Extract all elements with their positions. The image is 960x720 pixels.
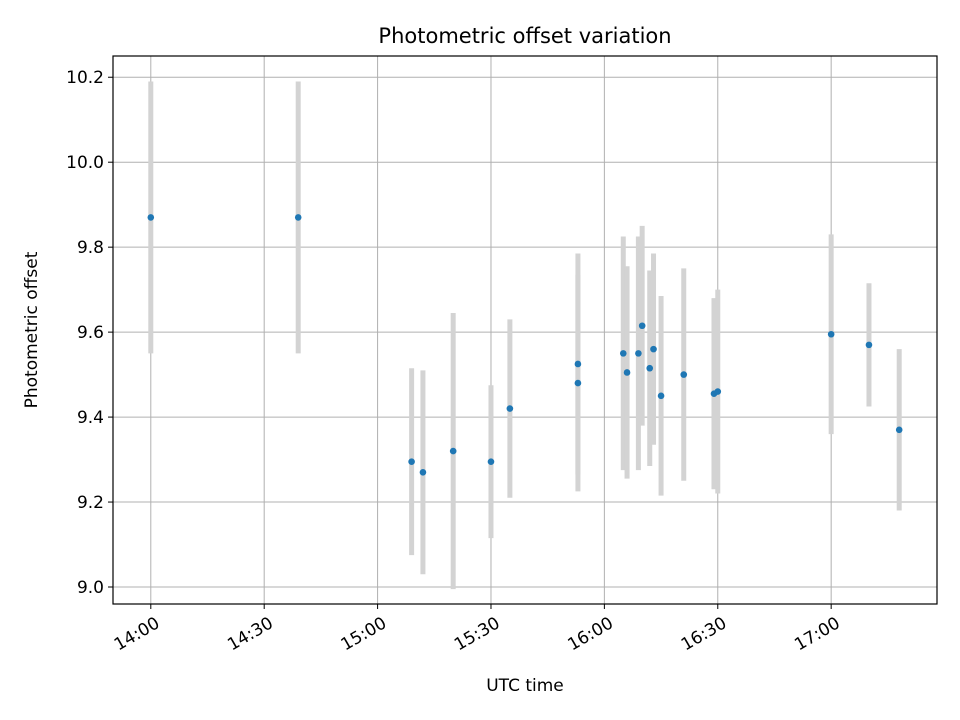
data-point [619, 350, 627, 357]
y-tick-label: 10.2 [66, 68, 104, 88]
y-axis-ticks: 9.0 9.2 9.4 9.6 9.8 10.0 10.2 [66, 68, 113, 598]
y-tick-label: 10.0 [66, 153, 104, 173]
data-point [657, 392, 665, 400]
data-point [147, 214, 155, 221]
data-point [646, 364, 654, 372]
data-point [449, 447, 457, 455]
data-point [574, 379, 582, 387]
data-point [865, 341, 873, 349]
data-point [827, 330, 835, 338]
plot-frame [112, 55, 938, 605]
data-point [408, 458, 415, 465]
data-point [487, 458, 495, 465]
y-tick-label: 9.4 [77, 408, 104, 428]
data-point [635, 350, 642, 357]
data-point [650, 345, 657, 353]
data-point [895, 426, 903, 434]
chart-title: Photometric offset variation [378, 24, 671, 48]
data-point [294, 214, 302, 221]
data-point [638, 322, 646, 330]
y-axis-label: Photometric offset [22, 251, 42, 408]
y-tick-label: 9.2 [77, 493, 104, 513]
data-point [419, 469, 427, 476]
data-point [506, 405, 514, 412]
data-point [623, 369, 631, 376]
data-point [714, 388, 722, 395]
y-tick-label: 9.6 [77, 323, 104, 343]
data-points [147, 214, 903, 476]
y-tick-label: 9.0 [77, 578, 104, 598]
y-tick-label: 9.8 [77, 238, 104, 258]
x-axis-label: UTC time [486, 676, 564, 696]
data-point [680, 371, 688, 378]
data-point [574, 360, 582, 368]
